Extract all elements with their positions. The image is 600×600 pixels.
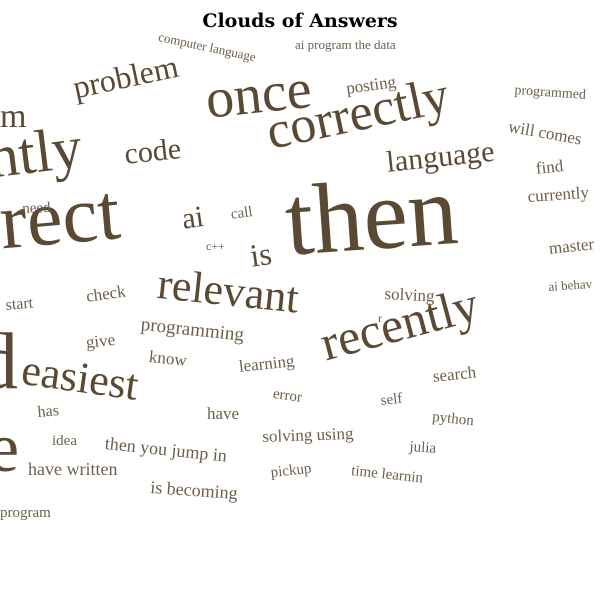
- cloud-word: learning: [237, 351, 296, 376]
- cloud-word: relevant: [155, 259, 302, 323]
- cloud-word: is becoming: [149, 477, 239, 504]
- cloud-word: programming: [139, 314, 245, 346]
- cloud-word: error: [271, 386, 304, 406]
- cloud-word: m: [0, 98, 27, 135]
- cloud-title: Clouds of Answers: [202, 10, 398, 32]
- cloud-word: python: [431, 409, 475, 430]
- cloud-word: c++: [206, 239, 225, 253]
- cloud-word: pickup: [269, 460, 313, 481]
- cloud-word: will comes: [506, 117, 584, 149]
- cloud-word: program: [0, 505, 51, 521]
- cloud-word: ai behav: [547, 275, 593, 294]
- cloud-word: programmed: [514, 83, 587, 103]
- cloud-word: need: [21, 200, 51, 217]
- cloud-word: solving: [384, 284, 436, 306]
- cloud-word: search: [431, 362, 478, 386]
- cloud-word: d: [0, 322, 18, 402]
- cloud-word: check: [84, 281, 127, 306]
- cloud-word: language: [384, 134, 496, 179]
- cloud-word: master: [547, 234, 595, 258]
- cloud-word: call: [229, 203, 254, 223]
- cloud-word: have written: [28, 459, 118, 479]
- cloud-word: give: [84, 329, 117, 352]
- cloud-word: ai program the data: [295, 37, 396, 52]
- cloud-word: then: [281, 154, 462, 277]
- cloud-word: julia: [408, 439, 437, 457]
- cloud-word: solving using: [261, 423, 354, 446]
- cloud-word: e: [0, 410, 20, 487]
- cloud-word: then you jump in: [104, 433, 228, 466]
- cloud-word: find: [534, 156, 565, 178]
- cloud-word: self: [379, 390, 404, 409]
- cloud-word: r: [378, 311, 382, 325]
- cloud-word: has: [36, 402, 60, 421]
- cloud-word: currently: [526, 182, 590, 206]
- cloud-word: easiest: [18, 345, 142, 410]
- cloud-word: problem: [69, 47, 182, 106]
- cloud-word: is: [247, 235, 274, 274]
- cloud-word: have: [207, 404, 240, 423]
- cloud-word: idea: [52, 433, 77, 449]
- cloud-word: ai: [179, 200, 206, 236]
- cloud-word: know: [148, 347, 188, 370]
- cloud-word: time learnin: [350, 463, 424, 487]
- cloud-word: once: [202, 57, 315, 131]
- cloud-word: start: [4, 294, 34, 314]
- cloud-word: code: [122, 132, 183, 171]
